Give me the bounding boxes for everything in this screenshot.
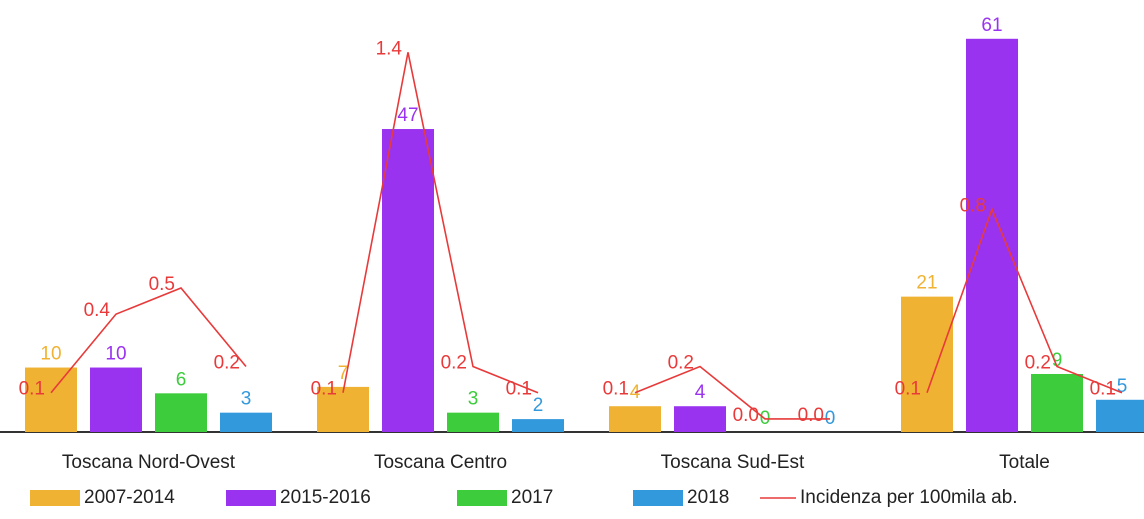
- bar-value-label: 61: [981, 15, 1002, 36]
- line-value-label: 0.1: [895, 379, 921, 400]
- bar-value-label: 9: [1052, 350, 1063, 371]
- bar: [1031, 373, 1083, 432]
- bar-value-label: 3: [468, 389, 479, 410]
- x-tick-label: Totale: [999, 452, 1050, 473]
- line-value-label: 0.2: [1025, 353, 1051, 374]
- line-value-label: 0.1: [506, 379, 532, 400]
- bar: [674, 406, 726, 432]
- line-value-label: 0.1: [603, 379, 629, 400]
- x-tick-label: Toscana Nord-Ovest: [62, 452, 236, 473]
- bar: [447, 412, 499, 432]
- bar-value-label: 10: [105, 344, 126, 365]
- line-series: [634, 365, 830, 420]
- line-value-label: 0.2: [668, 353, 694, 374]
- legend-label: 2007-2014: [84, 487, 175, 508]
- line-value-label: 0.5: [149, 274, 175, 295]
- line-series: [50, 287, 247, 394]
- legend-label: 2015-2016: [280, 487, 371, 508]
- line-value-label: 0.0: [733, 405, 759, 426]
- bar: [90, 367, 142, 432]
- bar: [155, 393, 207, 432]
- x-tick-label: Toscana Centro: [374, 452, 507, 473]
- line-value-label: 0.1: [311, 379, 337, 400]
- line-series: [342, 52, 539, 394]
- bar-value-label: 5: [1117, 376, 1128, 397]
- line-value-label: 0.4: [84, 300, 111, 321]
- legend-swatch: [226, 490, 276, 506]
- bar-value-label: 47: [397, 105, 418, 126]
- bar: [317, 386, 369, 432]
- legend-swatch: [457, 490, 507, 506]
- bar-value-label: 6: [176, 369, 187, 390]
- bar-value-label: 21: [916, 273, 937, 294]
- legend-label: Incidenza per 100mila ab.: [800, 487, 1018, 508]
- bar: [512, 419, 564, 432]
- bar-value-label: 2: [533, 395, 544, 416]
- bar: [25, 367, 77, 432]
- bar-value-label: 3: [241, 389, 252, 410]
- line-value-label: 0.2: [441, 353, 467, 374]
- bar-value-label: 10: [40, 344, 61, 365]
- legend-swatch: [30, 490, 80, 506]
- line-series: [926, 207, 1123, 394]
- bar: [220, 412, 272, 432]
- bar: [609, 406, 661, 432]
- legend-swatch: [633, 490, 683, 506]
- line-value-label: 0.0: [798, 405, 824, 426]
- bar: [901, 296, 953, 432]
- line-value-label: 0.1: [1090, 379, 1116, 400]
- x-tick-label: Toscana Sud-Est: [661, 452, 805, 473]
- legend-label: 2018: [687, 487, 729, 508]
- line-value-label: 0.8: [960, 195, 986, 216]
- line-value-label: 1.4: [376, 38, 403, 59]
- bar-value-label: 7: [338, 363, 349, 384]
- line-value-label: 0.1: [19, 379, 45, 400]
- line-value-label: 0.2: [214, 353, 240, 374]
- bar: [966, 38, 1018, 433]
- bar-value-label: 4: [695, 382, 706, 403]
- bar: [1096, 399, 1144, 432]
- legend-label: 2017: [511, 487, 553, 508]
- bar: [382, 129, 434, 432]
